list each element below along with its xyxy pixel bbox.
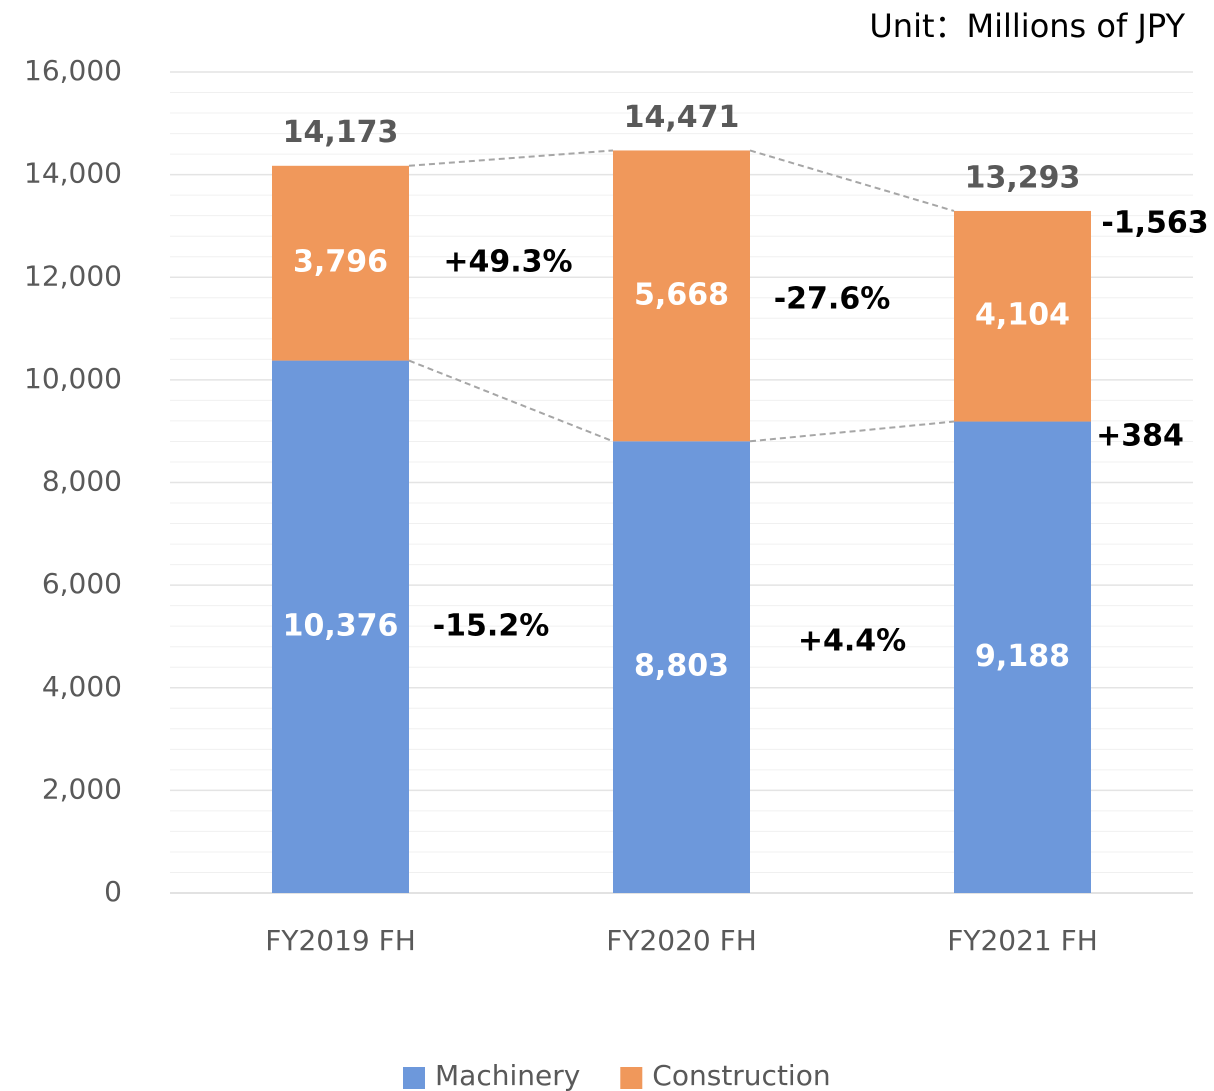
y-tick-label: 8,000 bbox=[42, 465, 122, 498]
annotation: -15.2% bbox=[433, 609, 550, 644]
connector bbox=[408, 149, 614, 167]
bar-segment bbox=[272, 360, 409, 893]
x-tick-label: FY2019 FH bbox=[265, 924, 416, 957]
legend-swatch bbox=[620, 1067, 643, 1089]
data-label: 9,188 bbox=[975, 639, 1070, 674]
data-label: 8,803 bbox=[634, 649, 729, 684]
y-tick-label: 4,000 bbox=[42, 670, 122, 703]
y-tick-label: 10,000 bbox=[24, 362, 122, 395]
bar-segment bbox=[613, 441, 750, 893]
y-tick-label: 12,000 bbox=[24, 259, 122, 292]
y-tick-label: 14,000 bbox=[24, 157, 122, 190]
bar-segment bbox=[272, 165, 409, 361]
total-label: 13,293 bbox=[965, 160, 1081, 195]
legend-swatch bbox=[403, 1067, 425, 1089]
bar-segment bbox=[613, 150, 750, 442]
legend-label: Construction bbox=[652, 1059, 830, 1091]
total-label: 14,173 bbox=[283, 115, 399, 150]
data-label: 5,668 bbox=[634, 277, 729, 312]
chart-title: Unit：Millions of JPY bbox=[869, 7, 1185, 45]
connector bbox=[408, 359, 614, 443]
y-tick-label: 2,000 bbox=[42, 772, 122, 805]
y-tick-label: 0 bbox=[104, 875, 122, 908]
annotation: +384 bbox=[1096, 419, 1184, 454]
connector bbox=[749, 149, 955, 212]
data-label: 4,104 bbox=[975, 298, 1070, 333]
bar-segment bbox=[954, 210, 1091, 422]
bar-segment bbox=[954, 421, 1091, 893]
data-label: 3,796 bbox=[293, 245, 388, 280]
legend-label: Machinery bbox=[435, 1059, 580, 1091]
y-tick-label: 16,000 bbox=[24, 54, 122, 87]
x-tick-label: FY2020 FH bbox=[606, 924, 757, 957]
annotation: -1,563 bbox=[1101, 206, 1208, 241]
y-tick-label: 6,000 bbox=[42, 567, 122, 600]
data-label: 10,376 bbox=[283, 608, 399, 643]
annotation: +4.4% bbox=[798, 624, 906, 659]
connector bbox=[749, 420, 955, 443]
total-label: 14,471 bbox=[624, 100, 740, 135]
annotation: -27.6% bbox=[774, 282, 891, 317]
annotation: +49.3% bbox=[443, 245, 572, 280]
x-tick-label: FY2021 FH bbox=[947, 924, 1098, 957]
